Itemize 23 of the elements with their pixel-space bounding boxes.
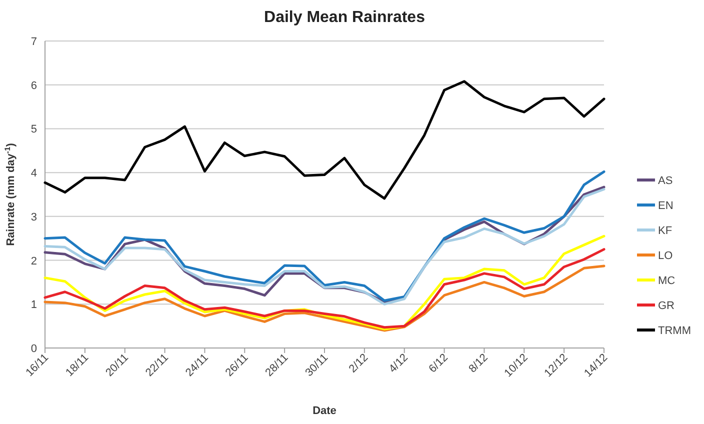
y-tick-label: 3 bbox=[30, 211, 37, 224]
legend-label: KF bbox=[658, 225, 672, 237]
y-tick-label: 5 bbox=[30, 124, 37, 136]
y-tick-label: 0 bbox=[30, 343, 37, 355]
x-tick-label: 4/12 bbox=[386, 352, 410, 376]
legend-label: AS bbox=[658, 175, 673, 187]
line-series bbox=[44, 80, 606, 200]
line-series bbox=[44, 248, 606, 329]
legend-label: EN bbox=[658, 200, 674, 212]
x-axis-title: Date bbox=[312, 405, 336, 417]
legend-label: LO bbox=[658, 250, 674, 262]
y-tick-label: 7 bbox=[30, 36, 37, 48]
y-tick-label: 6 bbox=[30, 80, 37, 92]
legend-label: MC bbox=[658, 275, 676, 287]
y-tick-label: 4 bbox=[30, 168, 37, 180]
legend-label: TRMM bbox=[658, 325, 691, 337]
chart-title: Daily Mean Rainrates bbox=[264, 9, 426, 26]
x-tick-label: 6/12 bbox=[426, 352, 450, 376]
x-tick-label: 8/12 bbox=[466, 352, 490, 376]
y-tick-label: 1 bbox=[30, 299, 37, 312]
line-series bbox=[44, 264, 606, 332]
y-tick-label: 2 bbox=[30, 255, 37, 268]
legend-label: GR bbox=[658, 300, 675, 312]
